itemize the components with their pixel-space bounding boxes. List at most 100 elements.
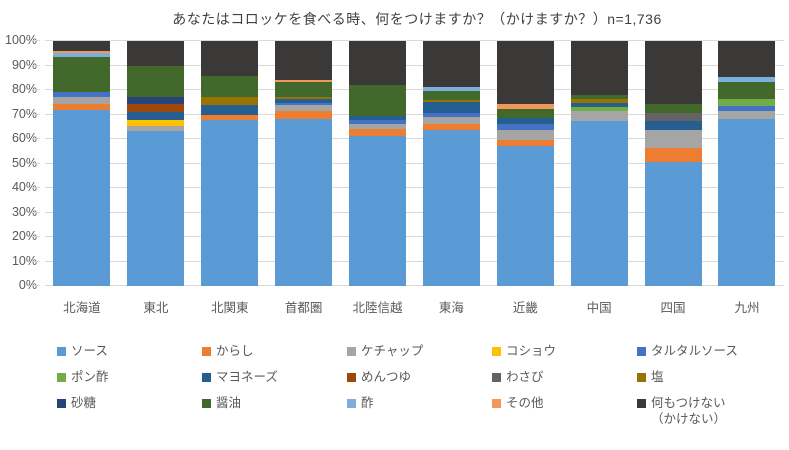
bar-segment-その他 — [496, 104, 554, 109]
legend-item-めんつゆ: めんつゆ — [347, 369, 492, 385]
legend-label: マヨネーズ — [216, 370, 278, 384]
bar-segment-何もつけない（かけない） — [422, 41, 480, 88]
legend-label: コショウ — [506, 344, 557, 358]
bar-segment-ケチャップ — [570, 111, 628, 121]
y-tick-label: 70% — [11, 106, 37, 121]
gridline — [45, 187, 784, 188]
legend-swatch — [202, 399, 211, 408]
gridline — [45, 211, 784, 213]
bar-segment-ケチャップ — [718, 111, 776, 119]
legend-label: 酢 — [361, 396, 374, 410]
legend-swatch — [492, 373, 501, 382]
bar-segment-ケチャップ — [349, 124, 406, 129]
bar-segment-醤油 — [127, 66, 185, 97]
legend-label: その他 — [506, 396, 544, 410]
legend-swatch — [637, 399, 646, 408]
axis-tick — [33, 89, 40, 90]
bar-北関東 — [201, 41, 259, 286]
bar-segment-その他 — [275, 80, 333, 83]
bar-北陸信越 — [349, 41, 406, 286]
bar-首都圏 — [275, 41, 333, 286]
bar-segment-醤油 — [496, 108, 554, 118]
legend-swatch — [637, 347, 646, 356]
legend-item-塩: 塩 — [637, 369, 782, 385]
legend-item-マヨネーズ: マヨネーズ — [202, 369, 347, 385]
bar-segment-ソース — [570, 120, 628, 286]
y-tick-label: 90% — [11, 57, 37, 72]
legend-label: ポン酢 — [71, 370, 109, 384]
legend-swatch — [57, 347, 66, 356]
bar-segment-マヨネーズ — [275, 99, 333, 104]
legend-label: ソース — [71, 344, 108, 358]
bar-segment-マヨネーズ — [496, 117, 554, 125]
legend-item-ケチャップ: ケチャップ — [347, 343, 492, 359]
bar-segment-塩 — [275, 96, 333, 100]
bar-segment-何もつけない（かけない） — [201, 41, 259, 77]
bar-segment-ソース — [422, 129, 480, 286]
bar-segment-醤油 — [422, 91, 480, 100]
legend-label: タルタルソース — [651, 344, 738, 358]
bar-四国 — [644, 41, 702, 286]
legend-item-砂糖: 砂糖 — [57, 395, 202, 427]
legend-swatch — [57, 399, 66, 408]
bar-segment-からし — [422, 124, 480, 130]
bar-近畿 — [496, 41, 554, 286]
bar-segment-タルタルソース — [718, 106, 776, 112]
bar-segment-ソース — [275, 118, 333, 286]
legend: ソース からし ケチャップ コショウ タルタルソースポン酢 マヨネーズ めんつゆ わさび 塩砂糖… — [57, 343, 782, 427]
x-axis-label: 北陸信越 — [352, 301, 403, 315]
gridline — [45, 89, 784, 90]
bar-segment-醤油 — [718, 82, 776, 100]
bar-segment-塩 — [570, 98, 628, 104]
bar-segment-タルタルソース — [275, 103, 333, 105]
legend-swatch — [492, 399, 501, 408]
y-tick-label: 60% — [11, 131, 37, 145]
gridline — [45, 40, 784, 41]
bar-segment-ケチャップ — [275, 104, 333, 111]
bar-segment-何もつけない（かけない） — [718, 41, 776, 78]
legend-label: 醤油 — [216, 396, 242, 410]
bar-東北 — [127, 41, 185, 286]
y-tick-label: 40% — [11, 180, 37, 194]
gridline — [45, 162, 784, 164]
legend-swatch — [492, 347, 501, 356]
bar-segment-ケチャップ — [127, 126, 185, 131]
y-axis: 0% 10% 20% 30% 40% 50% 60% 70% 80% 90% 100% — [0, 33, 37, 292]
y-tick-label: 100% — [5, 33, 37, 47]
x-axis-label: 四国 — [660, 301, 686, 315]
axis-tick — [33, 236, 40, 237]
legend-item-酢: 酢 — [347, 395, 492, 427]
bar-segment-ソース — [127, 130, 185, 286]
bar-segment-ソース — [496, 145, 554, 286]
bar-segment-何もつけない（かけない） — [53, 41, 111, 51]
bar-segment-ポン酢 — [570, 106, 628, 112]
legend-item-タルタルソース: タルタルソース — [637, 343, 782, 359]
chart-area — [33, 40, 784, 286]
bar-segment-ソース — [53, 109, 111, 286]
legend-label: わさび — [506, 370, 544, 384]
bar-segment-ケチャップ — [53, 96, 111, 105]
legend-item-その他: その他 — [492, 395, 637, 427]
y-tick-label: 50% — [11, 155, 37, 170]
legend-item-からし: からし — [202, 343, 347, 359]
bar-segment-その他 — [53, 50, 111, 54]
axis-tick — [33, 211, 40, 213]
x-axis-label: 北関東 — [210, 301, 249, 315]
gridline — [45, 260, 784, 262]
bar-segment-ポン酢 — [718, 99, 776, 107]
legend-item-醤油: 醤油 — [202, 395, 347, 427]
y-tick-label: 20% — [11, 229, 37, 243]
legend-swatch — [202, 373, 211, 382]
legend-label: からし — [216, 344, 254, 358]
bar-segment-醤油 — [275, 82, 333, 97]
bar-segment-何もつけない（かけない） — [349, 41, 406, 85]
legend-swatch — [57, 373, 66, 382]
bar-segment-からし — [201, 115, 259, 120]
bar-segment-ケチャップ — [496, 130, 554, 140]
axis-tick — [33, 285, 40, 286]
legend-swatch — [637, 373, 646, 382]
bar-segment-醤油 — [201, 76, 259, 98]
bar-segment-何もつけない（かけない） — [570, 41, 628, 95]
axis-tick — [33, 113, 40, 115]
